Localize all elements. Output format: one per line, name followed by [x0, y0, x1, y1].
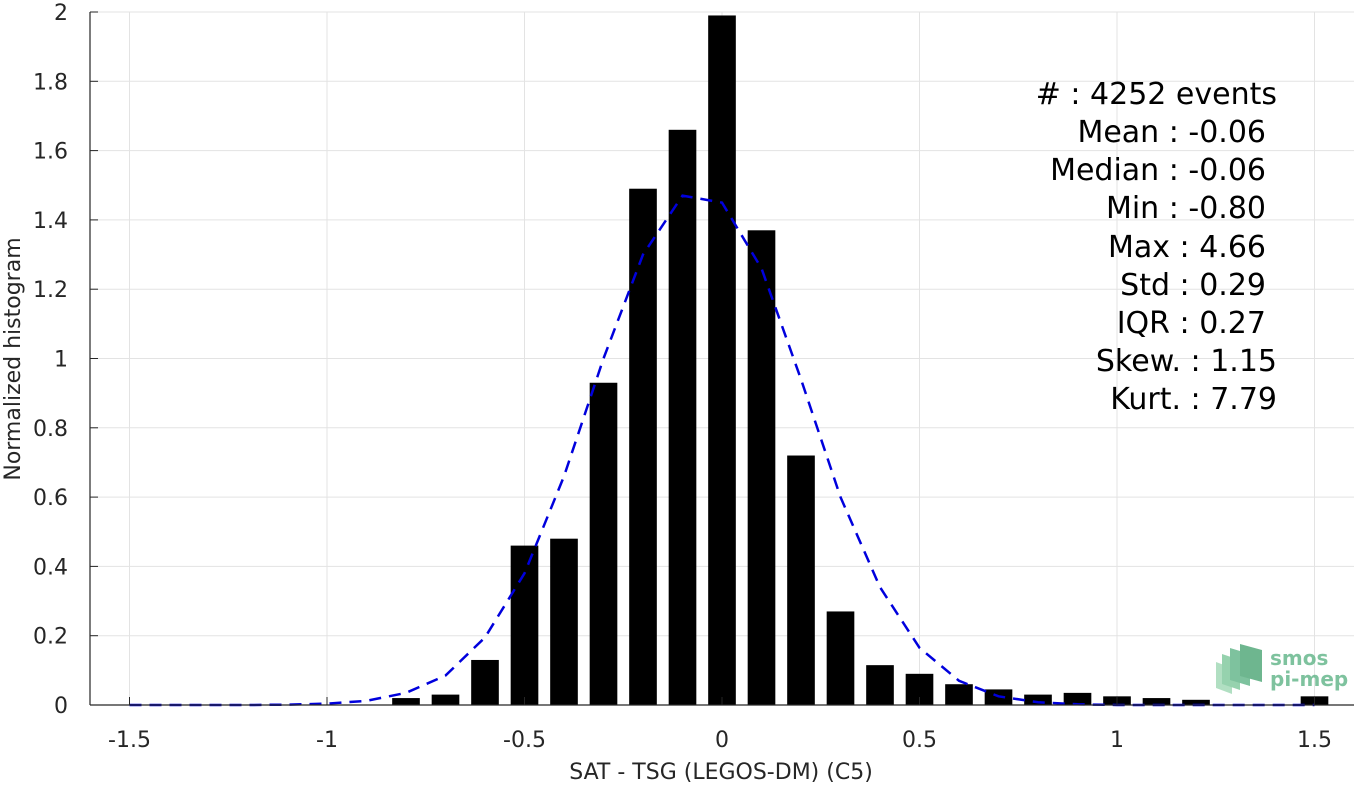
y-tick-label: 1.8	[33, 70, 68, 95]
stat-min: Min : -0.80	[1106, 191, 1266, 226]
x-axis-label: SAT - TSG (LEGOS-DM) (C5)	[569, 760, 873, 785]
smos-pimep-logo: smos pi-mep	[1216, 644, 1348, 694]
tick-labels: -1.5 -1 -0.5 0 0.5 1 1.5 0 0.2 0.4 0.6 0.8 1 1.2 1.4 1.…	[33, 1, 1332, 753]
histogram-bar	[392, 698, 420, 705]
y-tick-label: 1.6	[33, 140, 68, 165]
histogram-bars	[392, 15, 1329, 706]
histogram-bar	[708, 15, 736, 705]
y-tick-label: 0.2	[33, 625, 68, 650]
y-tick-label: 1.4	[33, 209, 68, 234]
histogram-bar	[589, 382, 618, 705]
x-tick-label: 0.5	[902, 728, 937, 753]
y-tick-label: 0	[54, 694, 68, 719]
stat-median: Median : -0.06	[1050, 153, 1266, 188]
stat-kurt: Kurt. : 7.79	[1110, 382, 1277, 417]
histogram-bar	[1182, 699, 1210, 705]
stat-iqr: IQR : 0.27	[1117, 306, 1266, 341]
logo-text-bottom: pi-mep	[1270, 667, 1348, 691]
stat-count: # : 4252 events	[1036, 77, 1277, 112]
histogram-bar	[1063, 692, 1092, 705]
stat-mean: Mean : -0.06	[1077, 115, 1266, 150]
y-tick-label: 0.6	[33, 486, 68, 511]
logo-text-top: smos	[1270, 646, 1328, 670]
x-tick-label: -0.5	[503, 728, 546, 753]
histogram-bar	[866, 665, 894, 705]
x-tick-label: 1	[1110, 728, 1124, 753]
y-axis-label: Normalized histogram	[1, 237, 26, 480]
x-tick-label: 0	[715, 728, 729, 753]
x-tick-label: -1.5	[108, 728, 151, 753]
y-tick-label: 0.4	[33, 555, 68, 580]
stat-max: Max : 4.66	[1108, 230, 1266, 265]
y-tick-label: 2	[54, 1, 68, 26]
x-tick-label: 1.5	[1297, 728, 1332, 753]
stat-std: Std : 0.29	[1120, 268, 1266, 303]
y-tick-label: 1.2	[33, 278, 68, 303]
y-tick-label: 1	[54, 348, 68, 373]
histogram-bar	[431, 694, 460, 705]
histogram-bar	[471, 659, 499, 705]
histogram-bar	[826, 611, 855, 705]
histogram-bar	[1024, 694, 1052, 705]
histogram-bar	[550, 538, 578, 705]
histogram-bar	[787, 455, 815, 705]
histogram-bar	[945, 684, 973, 705]
histogram-bar	[510, 545, 539, 705]
axes	[89, 11, 1354, 706]
histogram-bar	[747, 230, 776, 706]
logo-mark-icon	[1216, 644, 1262, 694]
histogram-bar	[629, 188, 657, 706]
histogram-bar	[1142, 698, 1171, 705]
stats-box: # : 4252 events Mean : -0.06 Median : -0…	[1036, 77, 1277, 417]
x-tick-label: -1	[316, 728, 338, 753]
stat-skew: Skew. : 1.15	[1096, 344, 1277, 379]
histogram-bar	[668, 129, 697, 705]
y-tick-label: 0.8	[33, 417, 68, 442]
